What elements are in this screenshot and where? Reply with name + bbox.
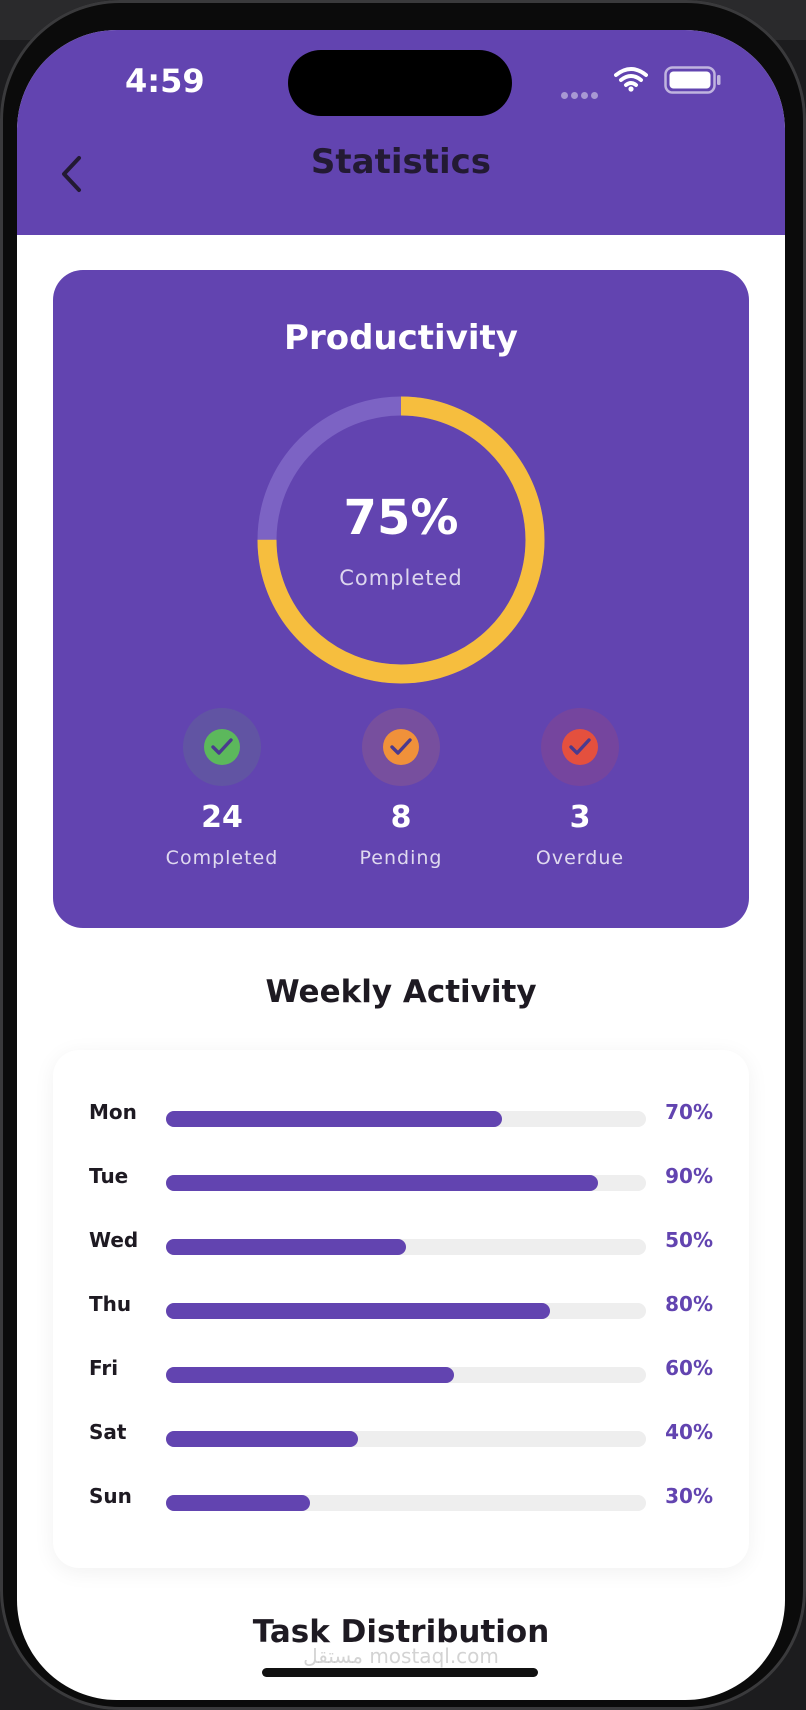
bar-fill bbox=[166, 1175, 598, 1191]
bar-fill bbox=[166, 1495, 310, 1511]
chevron-left-icon bbox=[62, 156, 81, 192]
back-button[interactable] bbox=[47, 150, 95, 198]
stat-count: 24 bbox=[201, 800, 243, 835]
day-label: Tue bbox=[89, 1164, 129, 1188]
stat-label: Pending bbox=[359, 847, 443, 869]
weekly-row: Sat 40% bbox=[53, 1416, 749, 1456]
productivity-ring bbox=[257, 396, 545, 684]
day-label: Thu bbox=[89, 1292, 132, 1316]
bar-fill bbox=[166, 1303, 550, 1319]
day-percent: 30% bbox=[665, 1484, 713, 1508]
bar-track bbox=[166, 1367, 646, 1383]
stat-completed: 24 Completed bbox=[122, 708, 322, 869]
productivity-percent: 75% bbox=[343, 490, 459, 546]
bar-fill bbox=[166, 1431, 358, 1447]
day-percent: 40% bbox=[665, 1420, 713, 1444]
battery-icon bbox=[664, 66, 721, 94]
weekly-row: Tue 90% bbox=[53, 1160, 749, 1200]
stat-badge bbox=[362, 708, 440, 786]
stat-count: 3 bbox=[569, 800, 591, 835]
day-label: Fri bbox=[89, 1356, 119, 1380]
stat-count: 8 bbox=[390, 800, 412, 835]
task-distribution-title: Task Distribution bbox=[252, 1614, 550, 1650]
day-percent: 50% bbox=[665, 1228, 713, 1252]
stat-label: Completed bbox=[165, 847, 279, 869]
app-screen: 4:59 Statistics Productivity bbox=[17, 30, 785, 1700]
productivity-card: Productivity 75% Completed 24 Completed bbox=[53, 270, 749, 928]
cellular-signal-icon bbox=[561, 84, 601, 103]
day-label: Sun bbox=[89, 1484, 132, 1508]
bar-fill bbox=[166, 1239, 406, 1255]
bar-track bbox=[166, 1495, 646, 1511]
check-icon bbox=[204, 729, 240, 765]
productivity-sublabel: Completed bbox=[339, 566, 463, 590]
app-header: 4:59 Statistics bbox=[17, 30, 785, 235]
bar-track bbox=[166, 1303, 646, 1319]
bar-fill bbox=[166, 1111, 502, 1127]
wifi-icon bbox=[614, 67, 648, 92]
day-percent: 80% bbox=[665, 1292, 713, 1316]
weekly-row: Wed 50% bbox=[53, 1224, 749, 1264]
weekly-row: Sun 30% bbox=[53, 1480, 749, 1520]
stat-overdue: 3 Overdue bbox=[480, 708, 680, 869]
stat-label: Overdue bbox=[535, 847, 625, 869]
stat-badge bbox=[183, 708, 261, 786]
productivity-title: Productivity bbox=[284, 318, 518, 358]
weekly-row: Thu 80% bbox=[53, 1288, 749, 1328]
day-label: Wed bbox=[89, 1228, 139, 1252]
bar-track bbox=[166, 1431, 646, 1447]
bar-fill bbox=[166, 1367, 454, 1383]
weekly-activity-title: Weekly Activity bbox=[265, 974, 537, 1010]
check-icon bbox=[562, 729, 598, 765]
page-title: Statistics bbox=[310, 142, 492, 182]
bar-track bbox=[166, 1111, 646, 1127]
day-label: Sat bbox=[89, 1420, 127, 1444]
weekly-row: Mon 70% bbox=[53, 1096, 749, 1136]
bar-track bbox=[166, 1239, 646, 1255]
check-icon bbox=[383, 729, 419, 765]
status-time: 4:59 bbox=[125, 62, 205, 100]
dynamic-island bbox=[288, 50, 512, 116]
home-indicator bbox=[262, 1668, 538, 1677]
day-percent: 90% bbox=[665, 1164, 713, 1188]
weekly-row: Fri 60% bbox=[53, 1352, 749, 1392]
ring-progress bbox=[257, 396, 545, 684]
weekly-activity-card: Mon 70% Tue 90% Wed 50% Thu 80% Fri bbox=[53, 1050, 749, 1568]
stat-badge bbox=[541, 708, 619, 786]
day-label: Mon bbox=[89, 1100, 137, 1124]
stat-pending: 8 Pending bbox=[301, 708, 501, 869]
watermark: مستقل mostaql.com bbox=[303, 1644, 499, 1668]
day-percent: 60% bbox=[665, 1356, 713, 1380]
bar-track bbox=[166, 1175, 646, 1191]
day-percent: 70% bbox=[665, 1100, 713, 1124]
